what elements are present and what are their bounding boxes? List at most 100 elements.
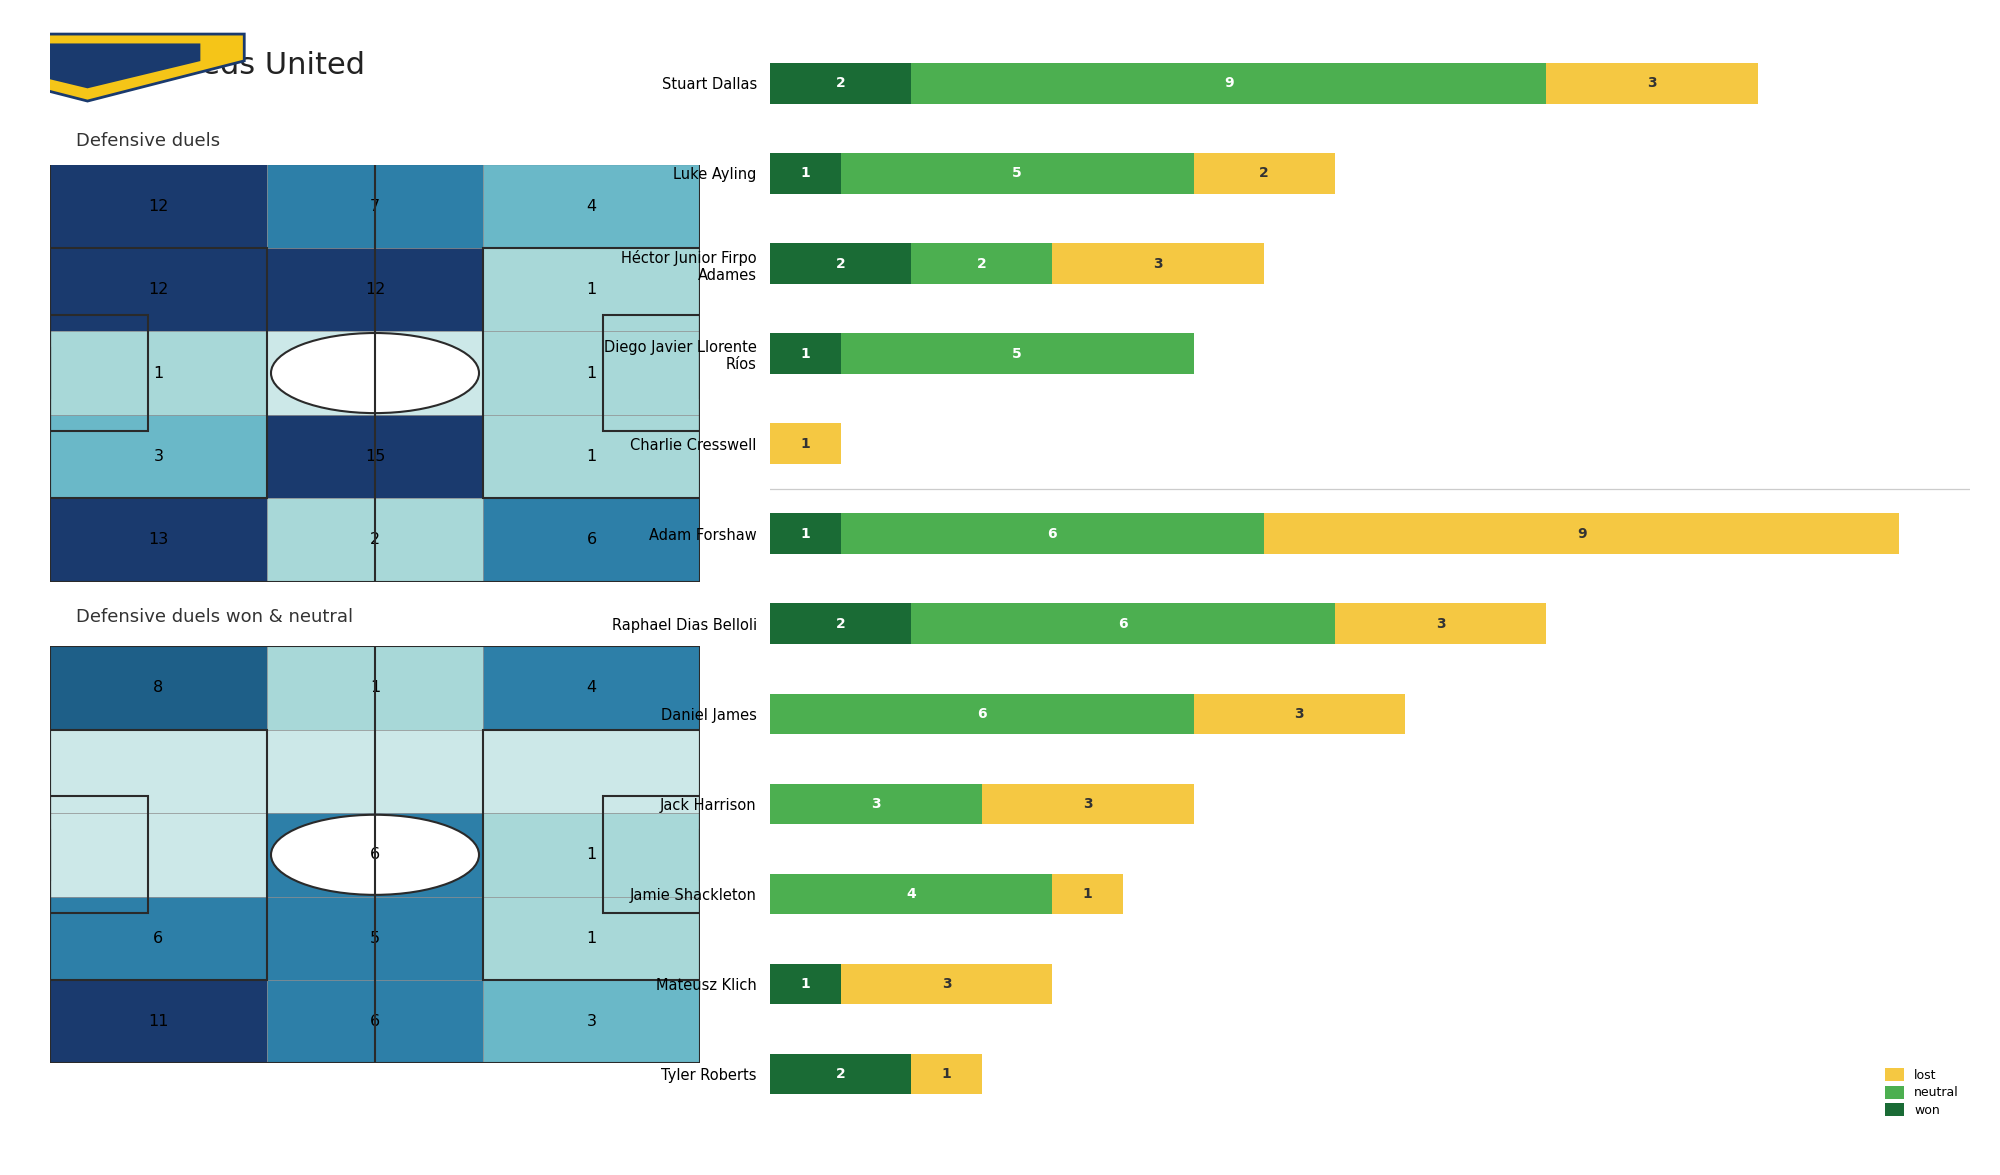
Bar	[912, 243, 1052, 284]
Text: 6: 6	[586, 532, 596, 548]
Bar	[484, 415, 700, 498]
Bar	[912, 604, 1334, 644]
Bar	[50, 730, 266, 980]
Bar	[770, 513, 840, 553]
Text: 4: 4	[586, 680, 596, 696]
Bar	[982, 784, 1194, 824]
Bar	[484, 813, 700, 897]
Bar	[266, 980, 484, 1063]
Bar	[266, 813, 484, 897]
Text: 15: 15	[364, 449, 386, 464]
Text: Leeds United: Leeds United	[166, 52, 366, 80]
Bar	[840, 153, 1194, 194]
Bar	[840, 334, 1194, 374]
Text: Defensive duels won & neutral: Defensive duels won & neutral	[76, 607, 354, 625]
Bar	[770, 1054, 912, 1094]
Bar	[770, 243, 912, 284]
Text: 1: 1	[154, 365, 164, 381]
Bar	[50, 248, 266, 331]
Text: 6: 6	[976, 707, 986, 720]
Bar	[1052, 873, 1122, 914]
Bar	[1194, 693, 1406, 734]
Bar	[24, 830, 50, 880]
Polygon shape	[0, 43, 200, 88]
Bar	[24, 348, 50, 398]
Text: 1: 1	[800, 526, 810, 540]
Text: 3: 3	[872, 797, 880, 811]
Text: 2: 2	[976, 256, 986, 270]
Bar	[602, 315, 700, 431]
Bar	[484, 646, 700, 730]
Text: 3: 3	[1648, 76, 1658, 90]
Bar	[1546, 63, 1758, 103]
Text: 1: 1	[586, 365, 596, 381]
Text: 6: 6	[154, 931, 164, 946]
Bar	[700, 830, 726, 880]
Text: 4: 4	[906, 887, 916, 901]
Text: Defensive duels: Defensive duels	[76, 132, 220, 149]
Bar	[484, 248, 700, 498]
Text: 3: 3	[1082, 797, 1092, 811]
Text: 2: 2	[836, 256, 846, 270]
Bar	[50, 415, 266, 498]
Bar	[912, 1054, 982, 1094]
Polygon shape	[0, 34, 244, 101]
Text: 1: 1	[586, 931, 596, 946]
Circle shape	[272, 333, 480, 414]
Bar	[50, 498, 266, 582]
Bar	[50, 331, 266, 415]
Bar	[50, 897, 266, 980]
Text: 2: 2	[370, 532, 380, 548]
Bar	[484, 165, 700, 248]
Bar	[266, 646, 484, 730]
Bar	[770, 693, 1194, 734]
Text: 3: 3	[154, 449, 164, 464]
Text: 3: 3	[1154, 256, 1164, 270]
Bar	[840, 513, 1264, 553]
Bar	[50, 813, 266, 897]
Text: 1: 1	[586, 847, 596, 862]
Bar	[266, 248, 484, 331]
Text: 5: 5	[370, 931, 380, 946]
Text: 3: 3	[1436, 617, 1446, 631]
Text: 1: 1	[586, 282, 596, 297]
Bar	[1264, 513, 1900, 553]
Bar	[266, 165, 484, 248]
Bar	[484, 980, 700, 1063]
Bar	[770, 963, 840, 1005]
Bar	[50, 248, 266, 498]
Text: 2: 2	[836, 617, 846, 631]
Bar	[770, 423, 840, 464]
Bar	[484, 730, 700, 813]
Text: 6: 6	[370, 847, 380, 862]
Bar	[484, 730, 700, 980]
Text: 12: 12	[148, 199, 168, 214]
Bar	[770, 153, 840, 194]
Text: 3: 3	[1294, 707, 1304, 720]
Text: 2: 2	[836, 1067, 846, 1081]
Bar	[700, 348, 726, 398]
Bar	[50, 315, 148, 431]
Bar	[266, 498, 484, 582]
Text: 1: 1	[800, 347, 810, 361]
Text: 1: 1	[800, 976, 810, 991]
Bar	[484, 331, 700, 415]
Bar	[770, 604, 912, 644]
Bar	[484, 498, 700, 582]
Bar	[1334, 604, 1546, 644]
Text: 3: 3	[586, 1014, 596, 1029]
Bar	[1194, 153, 1334, 194]
Circle shape	[272, 814, 480, 895]
Text: 6: 6	[1118, 617, 1128, 631]
Text: 13: 13	[148, 532, 168, 548]
Bar	[770, 784, 982, 824]
Text: 12: 12	[148, 282, 168, 297]
Bar	[50, 797, 148, 913]
Bar	[770, 873, 1052, 914]
Bar	[1052, 243, 1264, 284]
Text: 4: 4	[586, 199, 596, 214]
Bar	[266, 415, 484, 498]
Text: 12: 12	[364, 282, 386, 297]
Legend: lost, neutral, won: lost, neutral, won	[1880, 1063, 1964, 1122]
Text: 1: 1	[586, 449, 596, 464]
